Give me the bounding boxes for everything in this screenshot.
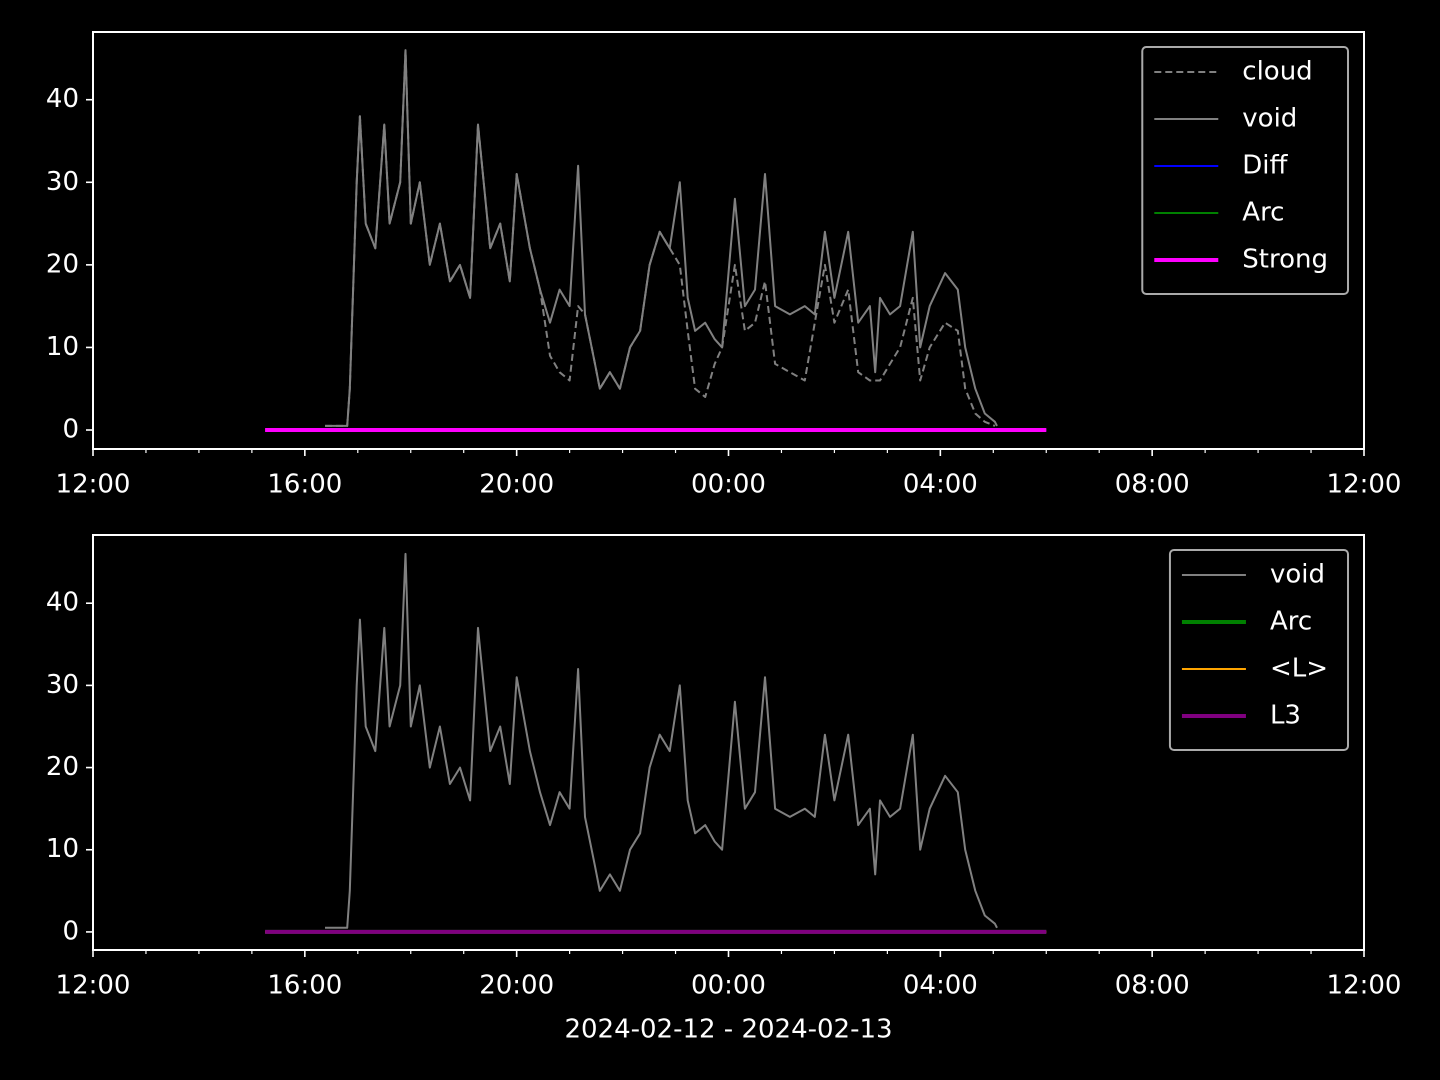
x-tick-label: 16:00 <box>267 470 342 500</box>
legend-label: Strong <box>1242 245 1328 275</box>
y-tick-label: 10 <box>46 834 79 864</box>
y-tick-label: 40 <box>46 588 79 618</box>
y-tick-label: 30 <box>46 167 79 197</box>
series-line <box>325 552 998 929</box>
x-tick-label: 20:00 <box>479 470 554 500</box>
legend-box <box>1168 549 1349 751</box>
legend-label: Arc <box>1270 607 1312 637</box>
x-tick-label: 00:00 <box>691 971 766 1001</box>
x-tick-label: 04:00 <box>903 470 978 500</box>
plot-area <box>92 534 1365 951</box>
x-tick-label: 08:00 <box>1115 470 1190 500</box>
series-line <box>325 49 998 427</box>
x-tick-label: 12:00 <box>1327 470 1402 500</box>
x-tick-label: 12:00 <box>1327 971 1402 1001</box>
legend-label: <L> <box>1270 654 1328 684</box>
legend-label: void <box>1270 560 1325 590</box>
legend-label: L3 <box>1270 701 1301 731</box>
x-tick-label: 00:00 <box>691 470 766 500</box>
y-tick-label: 40 <box>46 84 79 114</box>
x-axis-label: 2024-02-12 - 2024-02-13 <box>564 1015 892 1045</box>
x-tick-label: 12:00 <box>56 470 131 500</box>
y-tick-label: 30 <box>46 670 79 700</box>
legend-label: void <box>1242 104 1297 134</box>
y-tick-label: 20 <box>46 752 79 782</box>
y-tick-label: 0 <box>62 415 79 445</box>
legend-label: cloud <box>1242 57 1312 87</box>
y-tick-label: 10 <box>46 332 79 362</box>
legend-label: Diff <box>1242 151 1288 181</box>
legend-box <box>1141 46 1349 295</box>
x-tick-label: 12:00 <box>56 971 131 1001</box>
legend-label: Arc <box>1242 198 1284 228</box>
y-tick-label: 20 <box>46 249 79 279</box>
y-tick-label: 0 <box>62 916 79 946</box>
x-tick-label: 04:00 <box>903 971 978 1001</box>
x-tick-label: 16:00 <box>267 971 342 1001</box>
x-tick-label: 08:00 <box>1115 971 1190 1001</box>
x-tick-label: 20:00 <box>479 971 554 1001</box>
